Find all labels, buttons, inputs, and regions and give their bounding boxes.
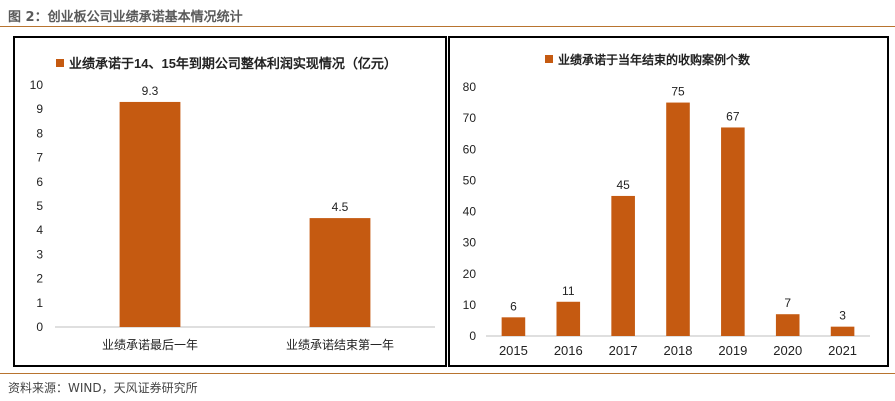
source-rule	[0, 373, 895, 374]
profit-y-tick-label: 0	[36, 320, 43, 334]
profit-chart-panel: 业绩承诺于14、15年到期公司整体利润实现情况（亿元） 0 1 2 3 4 5 6 7 8 9 10 9…	[13, 36, 447, 367]
profit-y-tick-label: 1	[36, 296, 43, 310]
cases-bar	[666, 102, 690, 336]
cases-y-tick-label: 30	[463, 236, 477, 250]
profit-data-label: 9.3	[142, 84, 159, 98]
profit-y-tick-label: 4	[36, 223, 43, 237]
profit-y-tick-label: 6	[36, 175, 43, 189]
profit-y-tick-label: 10	[30, 78, 44, 92]
cases-category-label: 2017	[609, 343, 638, 358]
cases-bar	[775, 314, 800, 336]
profit-y-tick-label: 7	[36, 151, 43, 165]
cases-data-label: 6	[510, 299, 517, 313]
cases-y-tick-label: 10	[463, 298, 477, 312]
figure-title: 图 2：创业板公司业绩承诺基本情况统计	[8, 10, 243, 25]
cases-y-tick-label: 70	[463, 111, 477, 125]
cases-y-tick-label: 80	[463, 80, 477, 94]
cases-data-label: 7	[784, 296, 791, 310]
profit-category-label: 业绩承诺最后一年	[102, 338, 198, 352]
cases-category-label: 2015	[499, 343, 528, 358]
profit-y-tick-label: 9	[36, 102, 43, 116]
cases-legend-swatch	[545, 55, 553, 63]
cases-y-tick-label: 20	[463, 267, 477, 281]
source-note: 资料来源：WIND，天风证券研究所	[8, 381, 198, 395]
cases-legend-label: 业绩承诺于当年结束的收购案例个数	[558, 52, 751, 67]
profit-bar	[119, 101, 181, 327]
profit-y-tick-label: 8	[36, 126, 43, 140]
cases-bar	[721, 127, 745, 337]
cases-data-label: 67	[726, 109, 740, 123]
cases-category-label: 2021	[828, 343, 857, 358]
cases-data-label: 3	[839, 309, 846, 323]
cases-category-label: 2016	[554, 343, 583, 358]
profit-legend-label: 业绩承诺于14、15年到期公司整体利润实现情况（亿元）	[69, 56, 397, 71]
cases-y-tick-label: 0	[469, 329, 476, 343]
cases-data-label: 45	[616, 178, 630, 192]
profit-y-tick-label: 5	[36, 199, 43, 213]
cases-bar	[611, 195, 635, 336]
cases-y-tick-label: 40	[463, 205, 477, 219]
cases-chart: 业绩承诺于当年结束的收购案例个数 0 10 20 30 40 50 60 70 80 6 2015 11…	[463, 52, 870, 358]
profit-y-tick-label: 2	[36, 272, 43, 286]
cases-bar	[501, 317, 526, 336]
cases-chart-panel: 业绩承诺于当年结束的收购案例个数 0 10 20 30 40 50 60 70 80 6 2015 11…	[448, 36, 889, 367]
title-rule	[0, 26, 895, 27]
profit-y-tick-label: 3	[36, 247, 43, 261]
cases-bar	[830, 326, 855, 336]
cases-category-label: 2018	[664, 343, 693, 358]
profit-data-label: 4.5	[332, 200, 349, 214]
cases-y-tick-label: 60	[463, 142, 477, 156]
profit-chart: 业绩承诺于14、15年到期公司整体利润实现情况（亿元） 0 1 2 3 4 5 6 7 8 9 10 9…	[30, 56, 435, 352]
profit-bar	[309, 218, 371, 327]
cases-category-label: 2019	[718, 343, 747, 358]
cases-data-label: 75	[671, 85, 685, 99]
cases-category-label: 2020	[773, 343, 802, 358]
cases-data-label: 11	[562, 284, 575, 298]
cases-bar	[556, 301, 581, 336]
cases-y-tick-label: 50	[463, 173, 477, 187]
profit-category-label: 业绩承诺结束第一年	[286, 338, 394, 352]
profit-legend-swatch	[56, 59, 64, 67]
